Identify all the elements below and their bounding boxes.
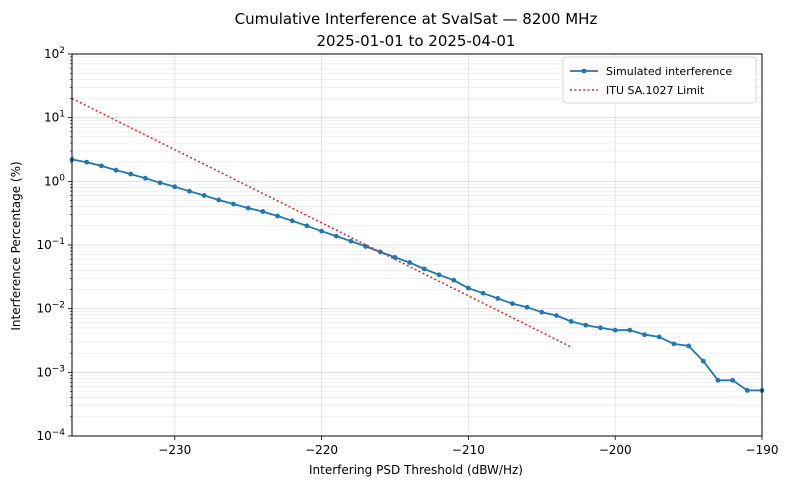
chart-title-group: Cumulative Interference at SvalSat — 820… [235,10,598,50]
data-point [201,193,207,198]
data-point [700,358,706,364]
y-axis-label: Interference Percentage (%) [9,161,23,330]
grid [72,54,762,436]
data-point [686,343,691,349]
legend-label: ITU SA.1027 Limit [606,84,705,97]
data-point [744,388,750,393]
data-point [510,301,515,307]
data-point [554,313,559,318]
x-tick-label: −210 [452,443,485,457]
data-point [524,304,530,310]
data-point [216,197,222,203]
data-point [730,377,736,383]
data-point [656,334,662,340]
chart-title: Cumulative Interference at SvalSat — 820… [235,10,598,28]
legend: Simulated interference ITU SA.1027 Limit [562,56,757,104]
data-point [128,171,134,177]
x-axis: −230 −220 −210 −200 −190 [158,436,778,457]
y-tick-label: 101 [44,110,65,125]
data-point [480,290,486,296]
data-point [348,238,354,244]
data-point [289,218,295,224]
data-point [421,266,427,272]
data-point [304,223,310,229]
data-point [113,167,119,173]
data-point [539,309,545,315]
itu-limit-line [71,97,572,348]
y-tick-label: 10−4 [36,428,65,443]
data-point [612,327,618,333]
chart-subtitle: 2025-01-01 to 2025-04-01 [317,32,516,50]
series-layer [69,97,765,393]
y-tick-label: 10−2 [36,301,65,316]
data-point [392,254,398,260]
data-point [407,260,413,265]
data-point [671,341,677,347]
data-point [465,285,471,291]
data-point [495,295,501,301]
y-tick-label: 10−1 [36,237,65,252]
data-point [172,184,178,190]
y-tick-label: 102 [44,46,65,61]
data-point [157,180,163,186]
simulated-interference-line [71,158,762,392]
data-point [715,377,721,383]
data-point [275,213,280,219]
data-point [143,175,148,181]
data-point [84,159,90,165]
y-axis: 10−4 10−3 10−2 10−1 100 101 102 [36,46,72,443]
y-tick-label: 10−3 [36,364,65,379]
y-tick-label: 100 [44,173,65,188]
x-tick-label: −200 [599,443,632,457]
x-tick-label: −230 [158,443,191,457]
data-point [642,332,647,338]
data-point [260,209,266,214]
data-point [568,319,574,324]
data-point [363,244,369,249]
data-point [333,233,339,239]
x-axis-label: Interfering PSD Threshold (dBW/Hz) [309,463,523,477]
data-point [583,322,589,328]
legend-label: Simulated interference [606,65,732,78]
data-point [231,201,236,207]
data-point [598,325,603,331]
data-point [187,188,192,194]
data-point [319,228,324,234]
x-tick-label: −220 [305,443,338,457]
data-point [451,277,457,283]
data-point [627,327,633,333]
data-point [98,163,104,169]
data-point [436,272,442,278]
x-tick-label: −190 [746,443,779,457]
data-point [245,205,251,211]
legend-box [562,56,757,104]
legend-marker [581,68,587,74]
